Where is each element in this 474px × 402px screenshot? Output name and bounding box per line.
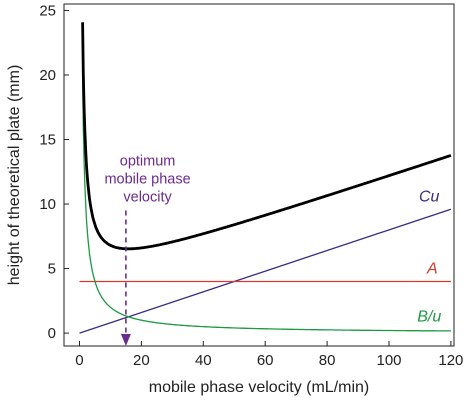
series-line-b-u [81,74,451,332]
y-tick-label: 10 [39,196,56,213]
y-tick-label: 0 [48,325,56,342]
x-tick-label: 40 [195,352,212,369]
x-tick-label: 100 [376,352,401,369]
series-line-cu [79,208,452,334]
annotation-line-2: mobile phase [104,171,190,187]
plot-frame [63,3,455,347]
x-tick-label: 0 [75,352,83,369]
series-line-total [81,22,452,251]
x-axis-title: mobile phase velocity (mL/min) [149,379,370,396]
plot-area [63,3,455,347]
y-tick-label: 25 [39,2,56,19]
tick-layer: 0 20 40 60 80 100 120 0 5 10 15 20 25 [39,2,463,369]
x-tick-label: 20 [133,352,150,369]
series-label-a: A [426,261,438,278]
y-tick-label: 5 [48,261,56,278]
series-layer [79,22,452,334]
series-label-cu: Cu [419,188,440,205]
annotation-line-3: velocity [123,189,172,205]
annotation-line-1: optimum [120,153,176,169]
x-tick-label: 120 [438,352,463,369]
optimum-arrow-head [120,334,131,346]
annotation-layer [120,210,131,346]
y-tick-label: 20 [39,67,56,84]
x-tick-label: 80 [319,352,336,369]
y-tick-label: 15 [39,132,56,149]
y-axis-title: height of theoretical plate (mm) [6,65,23,286]
series-label-b-over-u: B/u [417,308,441,325]
x-tick-label: 60 [257,352,274,369]
